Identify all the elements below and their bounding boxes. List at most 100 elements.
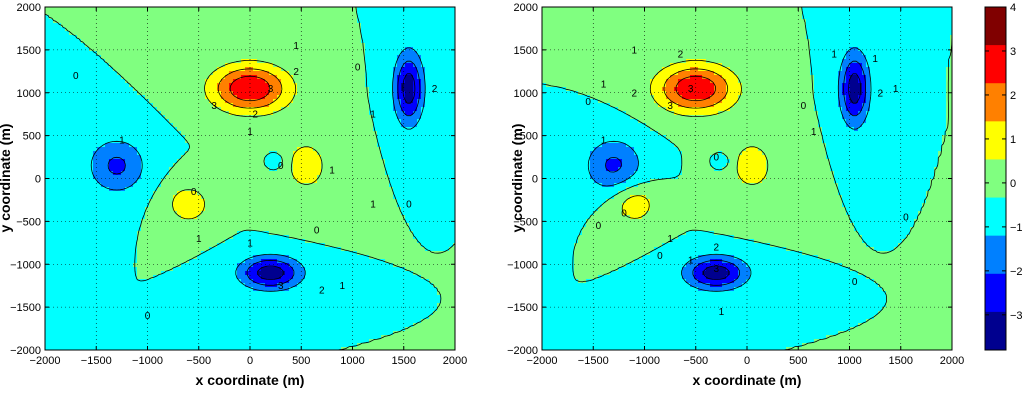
contour-label: 3	[688, 84, 694, 95]
colorbar-swatch	[985, 45, 1006, 84]
colorbar-swatch	[985, 273, 1006, 313]
y-tick-label: 0	[35, 174, 41, 186]
colorbar: 4 3 2 1 0 −1 −2 −3	[984, 2, 1023, 351]
x-tick-label: 1000	[837, 355, 861, 367]
contour-label: 1	[196, 234, 202, 245]
x-tick-label: −500	[186, 355, 211, 367]
contour-label: 1	[893, 84, 899, 95]
y-tick-label: −2000	[507, 345, 538, 357]
contour-label: 3	[268, 84, 274, 95]
contour-label: 2	[319, 285, 325, 296]
y-axis-label: y coordinate (m)	[0, 124, 13, 233]
axis-ticks: −2000−2000−1500−1500−1000−1000−500−50000…	[10, 2, 467, 367]
x-tick-label: 0	[247, 355, 253, 367]
contour-label: 3	[211, 101, 217, 112]
contour-label: 0	[406, 200, 412, 211]
colorbar-tick-label: 4	[1010, 2, 1016, 14]
contour-label: 2	[678, 50, 684, 61]
x-tick-label: 2000	[443, 355, 467, 367]
contour-label: 1	[247, 238, 253, 249]
y-tick-label: −1500	[10, 302, 41, 314]
y-tick-label: −1500	[507, 302, 538, 314]
contour-label: 2	[877, 88, 883, 99]
x-tick-label: 2000	[940, 355, 964, 367]
contour-label: 1	[601, 135, 607, 146]
colorbar-swatch	[985, 83, 1006, 122]
colorbar-tick-label: −2	[1010, 266, 1023, 278]
y-tick-label: 2000	[17, 2, 41, 14]
x-tick-label: −1500	[81, 355, 112, 367]
colorbar-scale	[985, 7, 1006, 351]
colorbar-tick-label: 1	[1010, 134, 1016, 146]
y-tick-label: 500	[23, 131, 41, 143]
contour-label: 1	[339, 281, 345, 292]
colorbar-tick-label: −3	[1010, 310, 1023, 322]
contour-label: 1	[370, 110, 376, 121]
y-tick-label: 2000	[514, 2, 538, 14]
contour-label: 0	[713, 153, 719, 164]
colorbar-swatch	[985, 7, 1006, 46]
y-tick-label: −1000	[507, 259, 538, 271]
grid-lines	[45, 7, 455, 350]
x-tick-label: −1500	[578, 355, 609, 367]
contour-label: 0	[278, 161, 284, 172]
colorbar-swatch	[985, 121, 1006, 160]
x-tick-label: 1500	[889, 355, 913, 367]
contour-label: 0	[621, 208, 627, 219]
x-tick-label: −1000	[629, 355, 660, 367]
contour-label: 0	[314, 225, 320, 236]
y-tick-label: 1500	[17, 45, 41, 57]
contour-label: 1	[119, 135, 125, 146]
colorbar-swatch	[985, 197, 1006, 237]
colorbar-tick-label: 3	[1010, 46, 1016, 58]
x-axis-label: x coordinate (m)	[693, 372, 802, 388]
y-tick-label: 0	[532, 174, 538, 186]
contour-label: 1	[719, 307, 725, 318]
y-tick-label: 1500	[514, 45, 538, 57]
contour-lines	[45, 7, 455, 350]
contour-label: 0	[191, 187, 197, 198]
contour-label: 3	[713, 264, 719, 275]
y-tick-label: 1000	[514, 88, 538, 100]
contour-plot-right: −2000−2000 −1500 −1500 −1000 −1000 −500 −500 0 0…	[507, 2, 964, 388]
contour-label: 0	[596, 221, 602, 232]
contour-label: 0	[801, 101, 807, 112]
x-tick-label: 1000	[340, 355, 364, 367]
colorbar-swatch	[985, 311, 1006, 351]
x-tick-label: −2000	[527, 355, 558, 367]
x-tick-label: 500	[789, 355, 807, 367]
contour-label: 3	[278, 281, 284, 292]
colorbar-ticks: 4 3 2 1 0 −1 −2 −3	[985, 2, 1023, 322]
y-tick-label: −2000	[10, 345, 41, 357]
contour-fill	[542, 7, 952, 350]
contour-lines	[542, 7, 952, 350]
contour-line	[45, 7, 455, 350]
y-tick-label: 500	[520, 131, 538, 143]
axis-ticks: −2000−2000−1500−1500−1000−1000−500−50000…	[507, 2, 964, 367]
contour-label: 1	[293, 41, 299, 52]
contour-plot-left: −2000−2000−1500−1500−1000−1000−500−50000…	[0, 2, 467, 388]
x-tick-label: −2000	[30, 355, 61, 367]
contour-label: 0	[657, 251, 663, 262]
x-tick-label: −1000	[132, 355, 163, 367]
contour-label: 1	[601, 80, 607, 91]
x-axis-label: x coordinate (m)	[196, 372, 305, 388]
x-tick-label: 500	[292, 355, 310, 367]
contour-label: 1	[831, 50, 837, 61]
contour-label: 0	[903, 213, 909, 224]
colorbar-tick-label: 0	[1010, 178, 1016, 190]
grid-lines	[542, 7, 952, 350]
contour-fill	[45, 7, 455, 350]
contour-label: 2	[252, 110, 258, 121]
contour-label: 0	[73, 71, 79, 82]
contour-label: 1	[631, 45, 637, 56]
colorbar-swatch	[985, 235, 1006, 275]
contour-label: 0	[852, 277, 858, 288]
contour-label: 1	[688, 255, 694, 266]
contour-label: 3	[667, 101, 673, 112]
contour-label: 1	[247, 127, 253, 138]
contour-line	[542, 7, 952, 350]
contour-label: 2	[432, 84, 438, 95]
contour-label: 2	[631, 88, 637, 99]
